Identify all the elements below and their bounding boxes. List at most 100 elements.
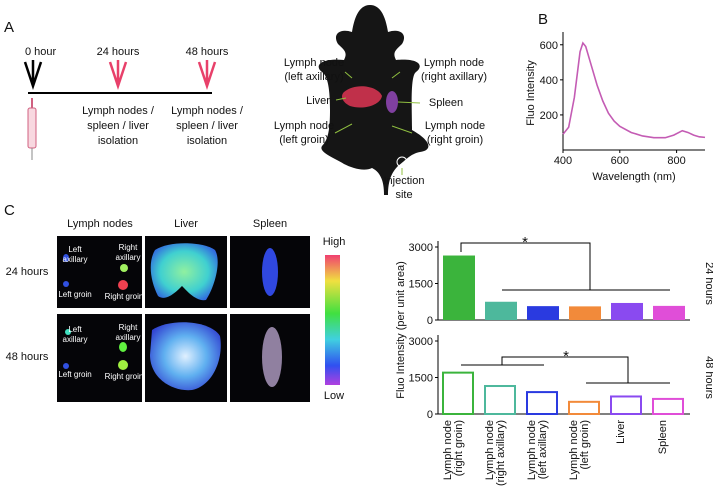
image-panel [57,236,142,308]
node-label-line: Left [68,245,82,254]
x-tick-label: Lymph node(left axillary) [526,420,549,480]
step-label-line: spleen / liver [87,120,149,132]
x-tick-label-group: Lymph node(left groin) [568,420,591,480]
step-label-line: spleen / liver [176,120,238,132]
panel-label: B [538,11,548,28]
mouse-label-line: Injection [384,175,425,187]
scale-label: High [323,236,346,248]
mouse-label: Lymph node (right groin) [425,120,485,146]
time-label: 24 hours [97,46,140,58]
x-tick-label-line: (right axillary) [495,420,507,486]
x-tick-label: 800 [667,155,685,167]
image-panel [57,314,142,402]
y-tick-label: 0 [427,315,433,327]
x-tick-label-line: Spleen [657,420,669,454]
mouse-label: Lymph node (right axillary) [421,57,487,83]
node-label: Left groin [58,290,91,299]
x-tick-label: 600 [611,155,629,167]
node-label: Right groin [105,292,144,301]
row-label: 48 hours [6,351,49,363]
y-tick-label: 1500 [409,279,433,291]
significance-star: * [563,348,569,365]
line-series [562,41,706,139]
x-tick-label: Spleen [657,420,669,454]
x-tick-label-group: Spleen [657,420,669,454]
bar [443,255,475,320]
bar [653,305,685,320]
significance-brackets [460,242,670,384]
mouse-label-line: site [395,189,412,201]
mouse-label-line: (left axillary) [284,71,343,83]
node-label-line: axillary [116,333,141,342]
node-label-line: Right [119,323,138,332]
y-tick-label: 1500 [409,373,433,385]
bar [442,371,474,415]
step-label-line: isolation [98,135,138,147]
panel-label: C [4,202,15,219]
mouse-label-line: Liver [306,95,330,107]
x-tick-label-line: Lymph node [484,420,496,480]
x-axis-label: Wavelength (nm) [592,171,675,183]
arrow [23,60,43,90]
color-scale [325,255,340,385]
node-label-line: Right groin [105,372,144,381]
series-label: 48 hours [703,356,713,399]
node-label-line: Left groin [58,370,91,379]
spleen-organ [386,91,398,113]
mouse-label-line: Lymph node [425,120,485,132]
y-axis-label: Fluo Intensity (per unit area) [395,261,407,399]
bar [527,306,559,320]
mouse-label-line: Lymph node [424,57,484,69]
y-tick-label: 3000 [409,336,433,348]
node-label-line: Left [68,325,82,334]
y-axis-label: Fluo Intensity [525,60,537,126]
arrow [197,60,217,90]
x-tick-label-line: Lymph node [568,420,580,480]
mouse-label-line: Spleen [429,97,463,109]
node-label-line: axillary [63,335,88,344]
bar [611,302,643,320]
bar [568,400,600,416]
node-label-line: axillary [63,255,88,264]
step-label-line: isolation [187,135,227,147]
x-tick-label: Lymph node(right groin) [442,420,465,480]
node-label: Left axillary [63,325,88,344]
x-tick-label-group: Lymph node(right axillary) [484,420,507,486]
syringe [27,98,37,160]
pointer-lines [334,71,421,175]
mouse-label: Lymph node (left axillary) [284,57,344,83]
mouse-label-line: (right axillary) [421,71,487,83]
node-label: Left axillary [63,245,88,264]
step-label: Lymph nodes / spleen / liver isolation [82,105,155,147]
mouse-label-line: (left groin) [279,134,329,146]
node-label-line: axillary [116,253,141,262]
x-tick-label: Lymph node(left groin) [568,420,591,480]
mouse-label-line: Lymph node [284,57,344,69]
mouse-label: Injection site [384,175,425,201]
node-label-line: Right [119,243,138,252]
mouse-label: Liver [306,95,330,107]
column-label: Spleen [253,218,287,230]
x-tick-label-line: Lymph node [442,420,454,480]
bar [526,391,558,416]
significance-star: * [522,234,528,251]
mouse-label: Spleen [429,97,463,109]
step-label-line: Lymph nodes / [82,105,155,117]
x-tick-label: Liver [615,420,627,444]
mouse-label-line: Lymph node [274,120,334,132]
node-label: Right axillary [116,243,141,262]
row-label: 24 hours [6,266,49,278]
y-tick-label: 600 [540,40,558,52]
node-label-line: Right groin [105,292,144,301]
y-tick-label: 0 [427,409,433,421]
scale-label: Low [324,390,344,402]
x-tick-label-line: Lymph node [526,420,538,480]
x-tick-label-group: Lymph node(right groin) [442,420,465,480]
column-label: Liver [174,218,198,230]
x-tick-label-group: Lymph node(left axillary) [526,420,549,480]
x-tick-label-line: (left groin) [579,420,591,470]
series-label: 24 hours [703,262,713,305]
x-tick-label-line: Liver [615,420,627,444]
injection-mark [396,156,408,168]
step-label-line: Lymph nodes / [171,105,244,117]
